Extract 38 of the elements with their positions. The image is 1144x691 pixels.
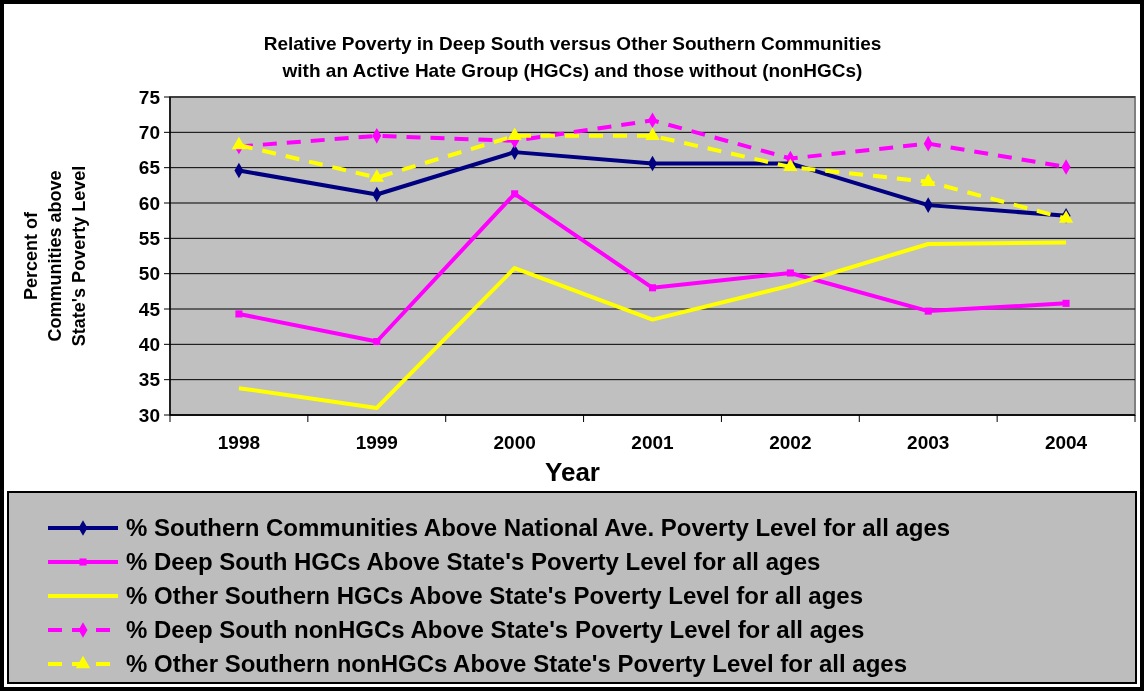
y-tick-label: 45 <box>138 298 161 320</box>
x-tick-label: 2000 <box>493 432 536 453</box>
y-tick-label: 50 <box>138 263 160 285</box>
point <box>369 169 384 182</box>
y-tick-label: 65 <box>138 157 161 179</box>
point <box>1062 299 1070 307</box>
y-tick-label: 60 <box>138 192 160 214</box>
chart-title: Relative Poverty in Deep South versus Other Southern Communities with an Active Hate Group (HGCs) and those without (nonHGCs) <box>263 33 882 81</box>
x-tick-label: 2001 <box>631 432 675 453</box>
x-axis-title: Year <box>545 457 600 487</box>
point <box>645 127 660 141</box>
y-tick-label: 55 <box>138 227 161 249</box>
point <box>786 269 794 277</box>
legend-label: % Southern Communities Above National Ave. Poverty Level for all ages <box>126 514 951 542</box>
legend-label: % Deep South HGCs Above State's Poverty Level for all ages <box>126 548 821 576</box>
legend-label: % Other Southern nonHGCs Above State's Poverty Level for all ages <box>126 650 908 678</box>
y-axis-title: Percent of Communities above State's Poverty Level <box>21 165 89 347</box>
point <box>373 337 381 346</box>
line-series <box>236 240 1069 410</box>
y-tick-label: 75 <box>138 86 161 108</box>
x-tick-label: 1999 <box>355 432 398 453</box>
point <box>924 307 932 315</box>
x-tick-label: 2004 <box>1044 432 1088 453</box>
y-tick-label: 40 <box>138 333 160 355</box>
point <box>648 284 657 292</box>
legend-label: % Other Southern HGCs Above State's Poverty Level for all ages <box>126 582 864 610</box>
y-tick-label: 70 <box>138 121 160 143</box>
x-tick-label: 2002 <box>769 432 812 453</box>
point <box>511 190 519 198</box>
y-tick-label: 35 <box>138 369 161 391</box>
point <box>235 310 243 318</box>
x-tick-label: 2003 <box>907 432 950 453</box>
y-tick-label: 30 <box>138 404 160 426</box>
x-tick-label: 1998 <box>217 432 261 453</box>
point <box>507 127 522 141</box>
legend-label: % Deep South nonHGCs Above State's Poverty Level for all ages <box>126 616 865 644</box>
point <box>231 136 247 150</box>
point <box>921 173 936 186</box>
